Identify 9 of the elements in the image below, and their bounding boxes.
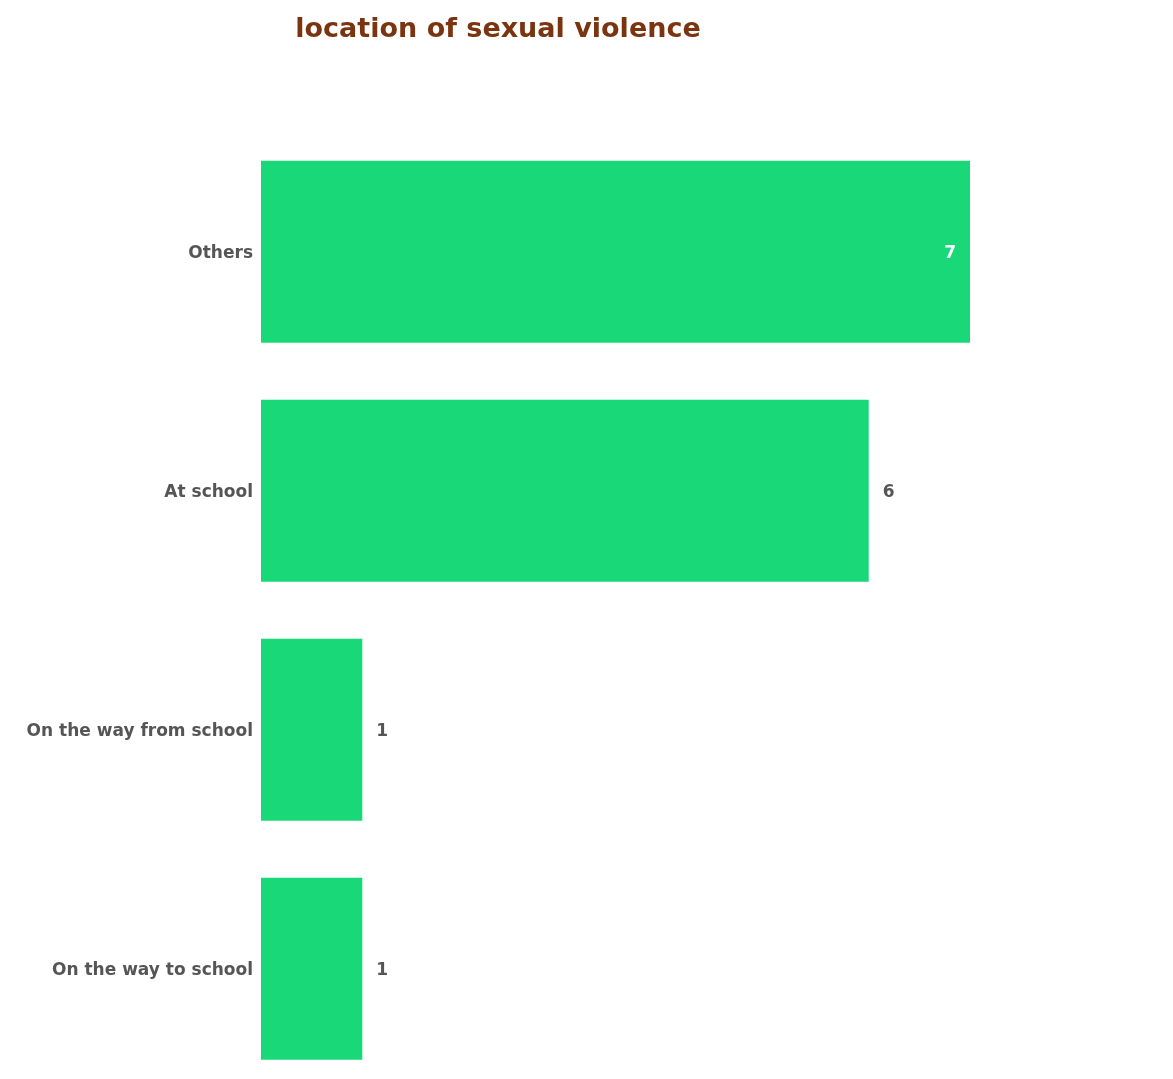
y-tick-label: At school <box>164 480 253 501</box>
y-tick-label: Others <box>188 241 253 262</box>
data-label: 1 <box>376 958 389 979</box>
data-label: 6 <box>882 480 895 501</box>
y-tick-label: On the way to school <box>51 958 253 979</box>
data-label: 1 <box>376 719 389 740</box>
y-tick-label: On the way from school <box>26 719 253 740</box>
data-label: 7 <box>944 241 956 262</box>
chart-title: location of sexual violence <box>294 12 702 43</box>
